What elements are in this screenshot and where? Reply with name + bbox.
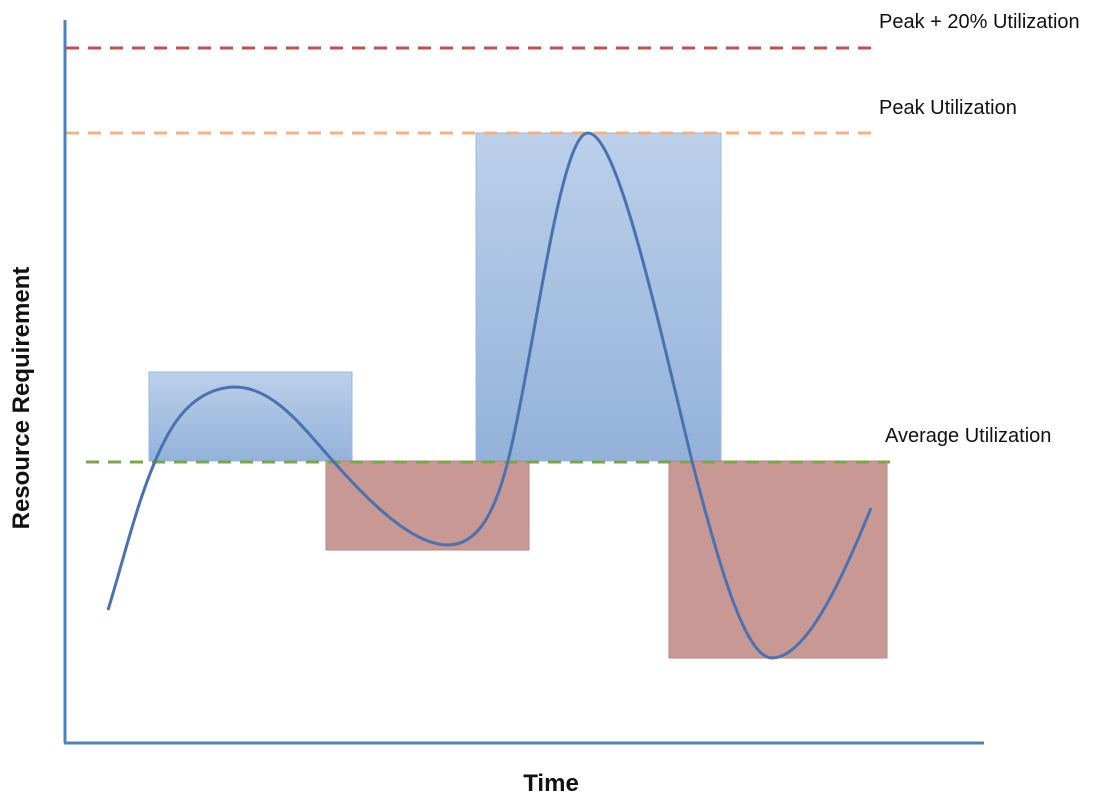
average-utilization-label: Average Utilization: [885, 425, 1051, 447]
x-axis-label: Time: [523, 770, 579, 797]
y-axis-label: Resource Requirement: [8, 267, 35, 530]
peak-plus-20-label: Peak + 20% Utilization: [879, 11, 1080, 33]
deficit-region-2: [668, 460, 888, 659]
demand-curve: [106, 131, 873, 660]
surplus-region-2: [475, 132, 722, 462]
deficit-region-1: [325, 460, 530, 551]
peak-utilization-label: Peak Utilization: [879, 97, 1017, 119]
